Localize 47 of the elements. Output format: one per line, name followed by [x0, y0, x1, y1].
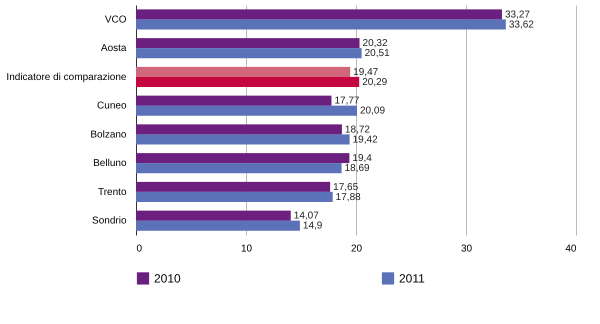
bar [136, 153, 350, 164]
x-tick-label: 30 [460, 244, 472, 254]
bar [136, 182, 330, 192]
data-label: 20,51 [364, 48, 390, 60]
x-tick-label: 20 [350, 244, 362, 254]
y-tick-label: Aosta [100, 43, 127, 54]
data-label: 18,69 [344, 163, 370, 174]
data-label: 19,47 [353, 66, 379, 78]
bar [136, 210, 291, 221]
data-label: 19,4 [352, 153, 372, 164]
y-tick-label: Trento [98, 186, 127, 198]
bar [136, 66, 350, 77]
y-tick-label: Indicatore di comparazione [6, 72, 127, 83]
x-tick-label: 40 [565, 244, 577, 254]
data-label: 19,42 [352, 134, 378, 146]
y-tick-label: Sondrio [92, 216, 127, 227]
data-label: 18,72 [344, 124, 370, 136]
x-tick-label: 0 [136, 244, 142, 254]
data-label: 14,07 [294, 210, 320, 222]
bar [136, 19, 506, 30]
data-label: 20,29 [362, 76, 388, 88]
data-label: 17,65 [333, 182, 359, 193]
legend-label: 2011 [399, 271, 426, 286]
bar [136, 163, 342, 174]
y-tick-label: Bolzano [90, 129, 127, 140]
bar [136, 220, 300, 231]
data-label: 33,27 [504, 9, 530, 20]
bar [136, 124, 342, 134]
bar [136, 76, 360, 87]
bar [136, 9, 502, 20]
bar [136, 192, 333, 202]
bar [136, 38, 360, 48]
y-tick-label: Cuneo [97, 100, 127, 112]
bar [136, 96, 332, 106]
y-tick-label: Belluno [93, 158, 127, 170]
bar [136, 106, 357, 116]
data-label: 14,9 [302, 220, 323, 232]
data-label: 17,88 [336, 192, 362, 203]
y-tick-label: VCO [104, 14, 127, 26]
data-label: 20,32 [362, 38, 388, 50]
data-label: 20,09 [360, 106, 386, 117]
bar [136, 134, 350, 144]
x-tick-label: 10 [240, 244, 252, 254]
data-label: 17,77 [334, 96, 360, 107]
bar [136, 48, 362, 58]
data-label: 33,62 [508, 19, 534, 30]
legend-label: 2010 [154, 271, 182, 286]
